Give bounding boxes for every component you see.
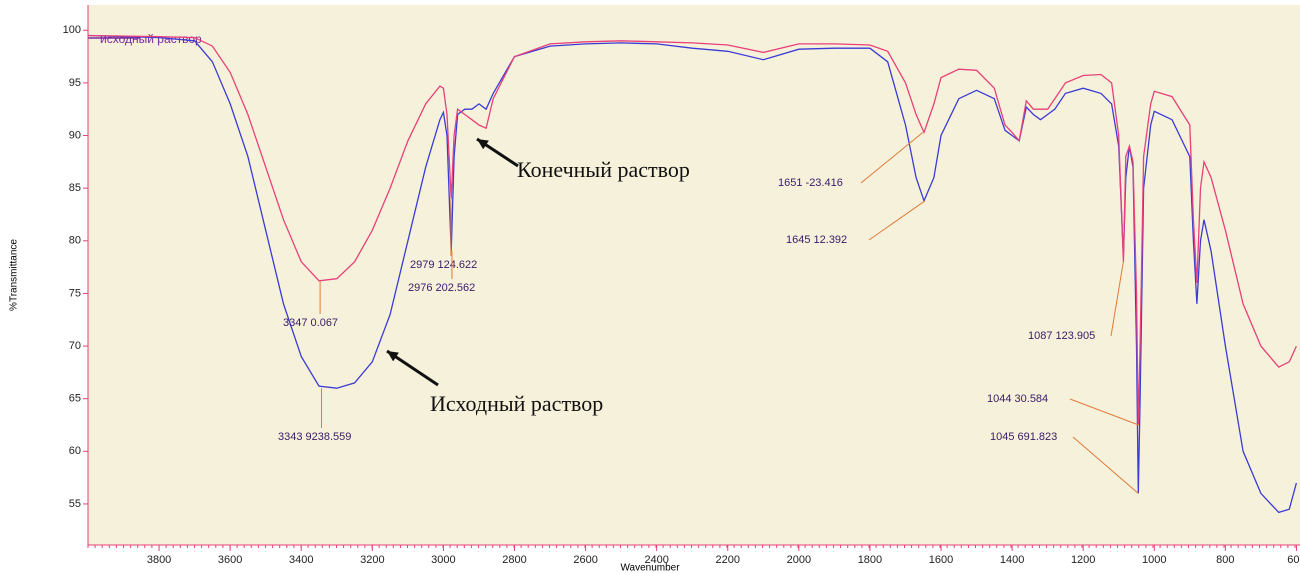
- y-tick-label: 85: [69, 182, 81, 194]
- callout-arrowhead: [477, 139, 489, 150]
- x-tick-label: 3600: [218, 554, 242, 566]
- annotation-leader: [868, 200, 926, 241]
- x-tick-label: 1600: [929, 554, 953, 566]
- annotation-label: 1045 691.823: [990, 431, 1057, 443]
- y-tick-label: 65: [69, 393, 81, 405]
- series-label: Конечный раствор: [517, 157, 690, 182]
- annotation-label: 3343 9238.559: [278, 431, 351, 443]
- spectrum-line: [87, 34, 1297, 426]
- y-tick-label: 70: [69, 340, 81, 352]
- callout-arrowhead: [387, 351, 399, 362]
- annotation-leader: [1072, 436, 1139, 494]
- x-tick-label: 2800: [502, 554, 526, 566]
- y-tick-label: 60: [69, 445, 81, 457]
- x-tick-label: 3000: [431, 554, 455, 566]
- x-tick-label: 600: [1287, 554, 1300, 566]
- plot-area: [88, 5, 1300, 545]
- annotation-label: 2979 124.622: [410, 259, 477, 271]
- x-tick-label: 1200: [1071, 554, 1095, 566]
- annotation-label: 2976 202.562: [408, 282, 475, 294]
- x-tick-label: 800: [1216, 554, 1234, 566]
- x-tick-label: 2600: [573, 554, 597, 566]
- spectrum-line: [87, 34, 1298, 514]
- x-tick-label: 1800: [858, 554, 882, 566]
- annotation-leader: [1069, 398, 1139, 426]
- x-tick-label: 1000: [1142, 554, 1166, 566]
- y-tick-label: 100: [63, 24, 81, 36]
- y-tick-label: 75: [69, 287, 81, 299]
- annotation-label: 1087 123.905: [1028, 330, 1095, 342]
- y-tick-label: 80: [69, 235, 81, 247]
- annotation-label: 3347 0.067: [283, 317, 338, 329]
- series-label: Исходный раствор: [430, 391, 603, 416]
- y-tick-label: 55: [69, 498, 81, 510]
- annotation-leader: [1110, 261, 1124, 337]
- x-tick-label: 2000: [787, 554, 811, 566]
- annotation-label: 1651 -23.416: [778, 177, 843, 189]
- y-axis-label: %Transmittance: [9, 239, 20, 311]
- x-tick-label: 2400: [644, 554, 668, 566]
- x-axis-label: Wavenumber: [620, 563, 680, 573]
- x-tick-label: 3200: [360, 554, 384, 566]
- annotation-leader: [860, 131, 924, 184]
- x-tick-label: 2200: [716, 554, 740, 566]
- annotation-label: 1645 12.392: [786, 234, 847, 246]
- x-tick-label: 3800: [147, 554, 171, 566]
- x-tick-label: 3400: [289, 554, 313, 566]
- y-tick-label: 95: [69, 77, 81, 89]
- legend-label: исходный раствор: [100, 32, 202, 46]
- annotation-label: 1044 30.584: [987, 393, 1048, 405]
- y-tick-label: 90: [69, 129, 81, 141]
- x-tick-label: 1400: [1000, 554, 1024, 566]
